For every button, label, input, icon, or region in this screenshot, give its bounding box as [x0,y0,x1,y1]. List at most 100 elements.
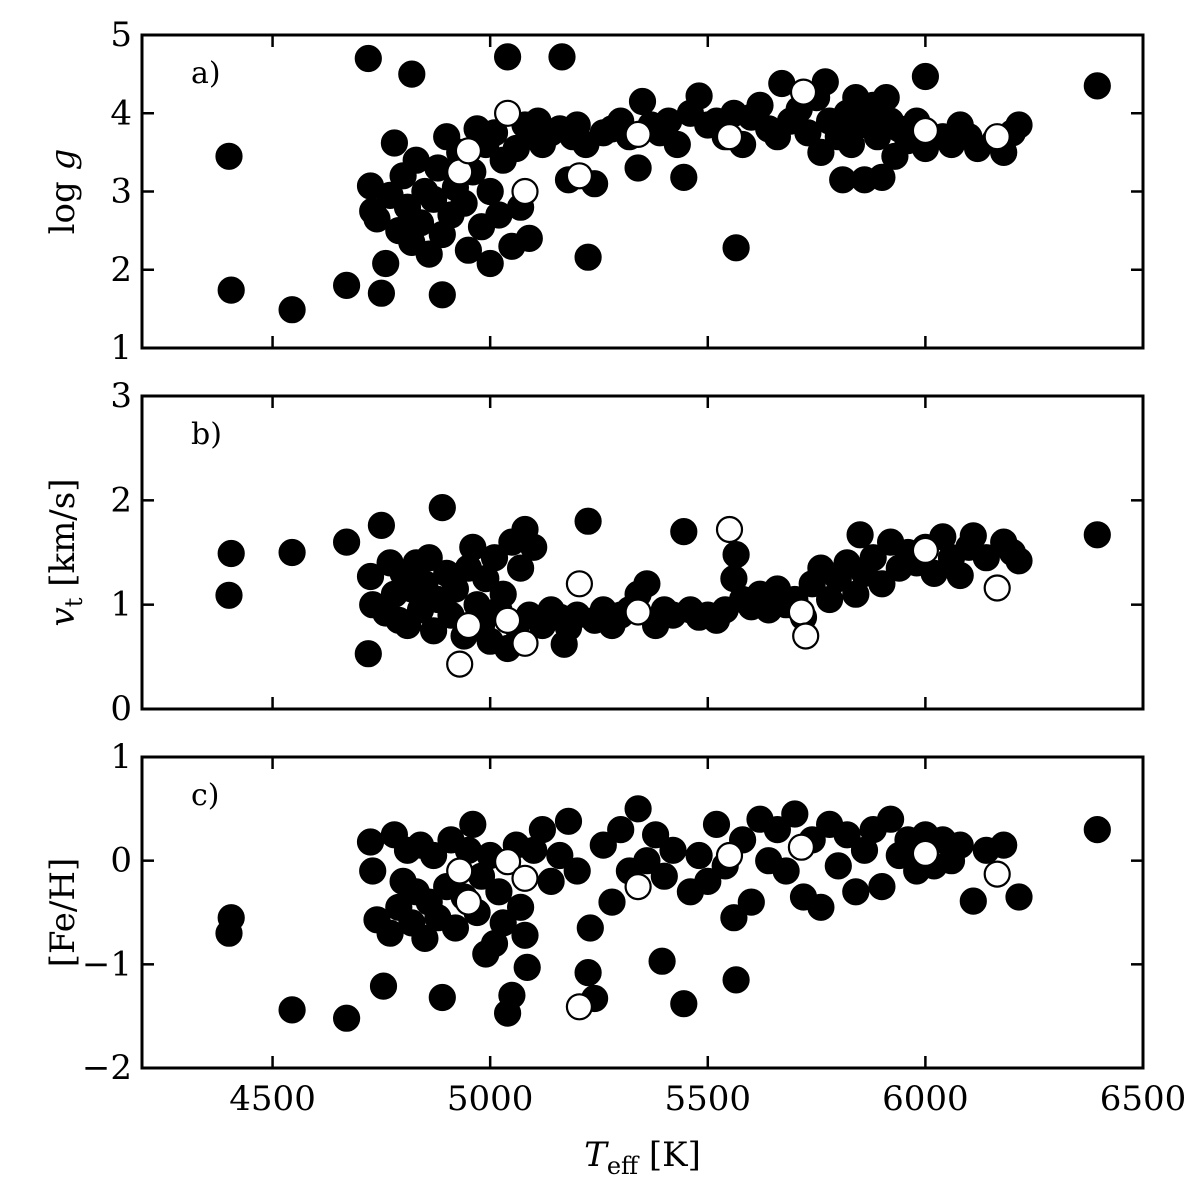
data-point [633,847,661,875]
data-point [990,831,1018,859]
data-point [607,815,635,844]
data-point [807,893,835,921]
data-point [824,852,852,880]
data-point [702,810,731,839]
panel-3: −2 −1 0 1 c) [Fe/H] 4500 5000 5500 6000 6500 Teff [… [43,737,1186,1180]
data-point [972,544,1000,572]
data-point [868,872,896,901]
data-point [398,60,426,88]
data-point [420,185,448,213]
data-point-open [983,574,1011,602]
data-point [1005,547,1033,575]
data-point [217,904,245,932]
data-point [217,276,245,304]
y-tick-label: 5 [110,15,132,55]
panel-tag: b) [191,417,222,452]
data-point-open [511,864,539,892]
data-point [459,533,487,561]
y-axis-title: log g [43,149,83,235]
y-tick-label: 2 [110,480,132,520]
data-point [506,893,535,921]
data-point [659,836,687,864]
data-point-open [565,162,594,190]
data-point [648,947,676,975]
data-point [685,82,713,110]
data-point [628,87,657,116]
y-tick-label: −1 [82,944,132,984]
data-point [722,540,750,569]
panel-tag: c) [191,778,220,813]
data-point [846,521,874,549]
data-point-open [787,833,816,861]
data-point [554,807,583,835]
data-point [946,561,974,590]
data-point-open [624,872,652,901]
data-point [506,554,535,582]
data-point [574,507,602,535]
data-point [1083,72,1111,100]
data-point [1005,111,1033,139]
data-point [476,249,504,278]
data-point [380,129,408,157]
data-point [520,533,548,561]
data-point [546,841,574,870]
data-point [278,538,306,567]
data-point [694,867,722,896]
markers [215,43,1111,324]
data-point-open [511,177,539,206]
data-point [548,43,576,71]
data-point [459,810,487,839]
data-point-open [446,650,474,678]
data-point-open [454,611,482,640]
data-point [415,240,443,268]
y-axis-title: [Fe/H] [43,858,83,968]
data-point [333,528,361,556]
data-point [868,163,896,191]
data-point [356,562,385,591]
data-point [876,805,905,833]
data-point [450,189,478,217]
data-point-open [624,598,652,626]
data-point [363,205,391,233]
data-point [528,815,557,844]
y-axis-title: vt [km/s] [43,479,88,627]
data-point [454,236,482,264]
data-point [670,163,698,191]
data-point-open [494,848,522,876]
data-point [354,640,382,668]
data-point-open [792,622,820,650]
data-point [441,575,469,603]
x-tick-label: 5000 [447,1079,534,1119]
data-point [842,878,870,906]
data-point [278,296,306,324]
data-point [650,862,678,890]
data-point [959,522,987,550]
data-point [376,919,404,947]
data-point [489,580,517,608]
data-point [663,130,691,159]
data-point [1083,521,1111,549]
data-point [911,62,940,91]
data-point [670,990,698,1018]
x-tick-label: 4500 [229,1079,316,1119]
data-point [722,966,750,994]
panel-tag: a) [191,56,221,91]
data-point [641,821,670,849]
data-point [428,983,456,1012]
data-point [424,154,452,182]
plot-frame [140,394,1145,711]
data-point [720,904,748,932]
y-tick-label: 0 [110,689,132,729]
x-tick-label: 5500 [665,1079,752,1119]
data-point-open [494,606,522,634]
data-point-open [494,99,522,127]
data-point [333,271,361,299]
data-point-open [983,860,1011,888]
data-point-open [789,78,818,106]
markers [215,795,1111,1032]
data-point [670,517,698,546]
data-point [959,887,987,915]
data-point [354,44,382,73]
x-tick-label: 6500 [1100,1079,1187,1119]
panel-1: 1 2 3 4 5 a) log g [43,15,1145,368]
